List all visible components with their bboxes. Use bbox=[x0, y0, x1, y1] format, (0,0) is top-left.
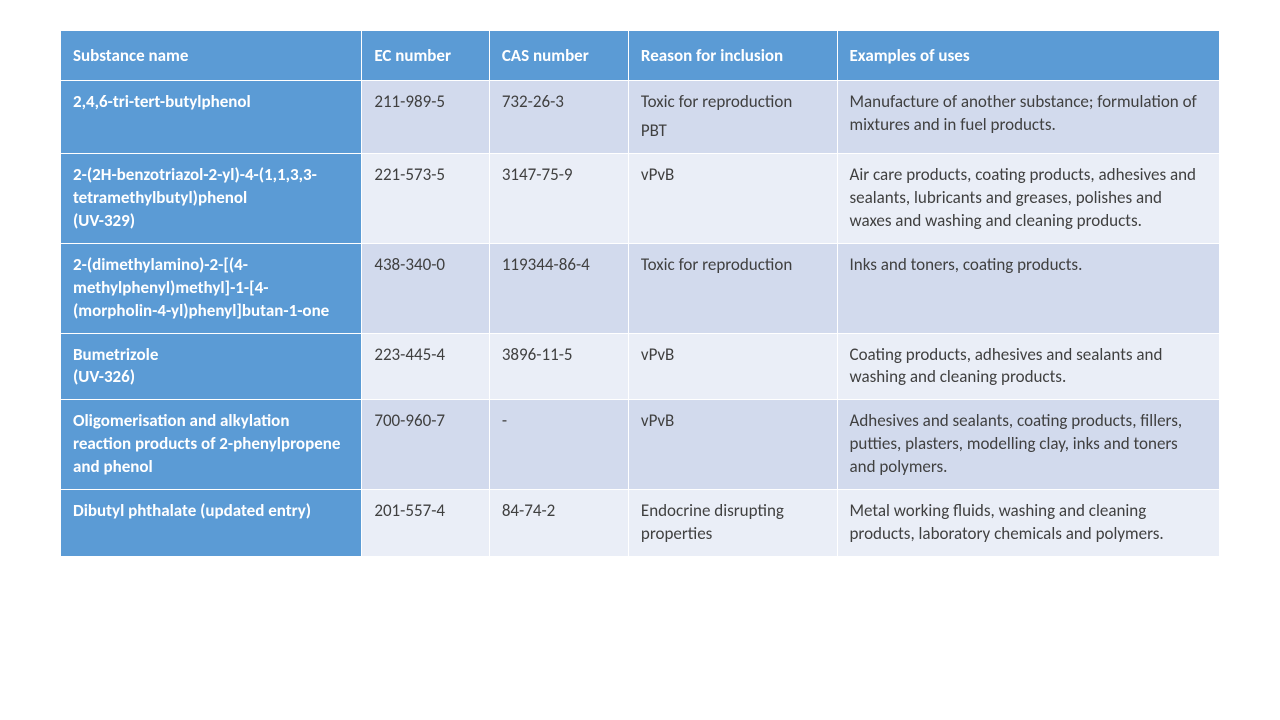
table-row: Dibutyl phthalate (updated entry)201-557… bbox=[61, 490, 1220, 557]
cell-reason: vPvB bbox=[628, 153, 837, 243]
cell-cas-number: 732-26-3 bbox=[489, 81, 628, 154]
cell-uses: Inks and toners, coating products. bbox=[837, 243, 1220, 333]
header-ec: EC number bbox=[362, 31, 489, 81]
table-row: 2-(2H-benzotriazol-2-yl)-4-(1,1,3,3-tetr… bbox=[61, 153, 1220, 243]
cell-ec-number: 211-989-5 bbox=[362, 81, 489, 154]
cell-ec-number: 221-573-5 bbox=[362, 153, 489, 243]
cell-substance-name: 2-(2H-benzotriazol-2-yl)-4-(1,1,3,3-tetr… bbox=[61, 153, 362, 243]
header-name: Substance name bbox=[61, 31, 362, 81]
header-uses: Examples of uses bbox=[837, 31, 1220, 81]
cell-substance-name: 2,4,6-tri-tert-butylphenol bbox=[61, 81, 362, 154]
substances-table: Substance name EC number CAS number Reas… bbox=[60, 30, 1220, 557]
cell-reason: Toxic for reproduction bbox=[628, 243, 837, 333]
cell-cas-number: 84-74-2 bbox=[489, 490, 628, 557]
table-row: 2,4,6-tri-tert-butylphenol211-989-5732-2… bbox=[61, 81, 1220, 154]
table-row: Bumetrizole(UV-326)223-445-43896-11-5vPv… bbox=[61, 333, 1220, 400]
cell-cas-number: 3896-11-5 bbox=[489, 333, 628, 400]
cell-ec-number: 201-557-4 bbox=[362, 490, 489, 557]
cell-reason: Toxic for reproductionPBT bbox=[628, 81, 837, 154]
table-row: 2-(dimethylamino)-2-[(4-methylphenyl)met… bbox=[61, 243, 1220, 333]
cell-reason: Endocrine disrupting properties bbox=[628, 490, 837, 557]
cell-uses: Metal working fluids, washing and cleani… bbox=[837, 490, 1220, 557]
cell-reason: vPvB bbox=[628, 333, 837, 400]
cell-ec-number: 700-960-7 bbox=[362, 400, 489, 490]
header-reason: Reason for inclusion bbox=[628, 31, 837, 81]
header-cas: CAS number bbox=[489, 31, 628, 81]
cell-uses: Adhesives and sealants, coating products… bbox=[837, 400, 1220, 490]
cell-substance-name: Bumetrizole(UV-326) bbox=[61, 333, 362, 400]
table-header-row: Substance name EC number CAS number Reas… bbox=[61, 31, 1220, 81]
cell-cas-number: 119344-86-4 bbox=[489, 243, 628, 333]
cell-ec-number: 223-445-4 bbox=[362, 333, 489, 400]
cell-substance-name: Dibutyl phthalate (updated entry) bbox=[61, 490, 362, 557]
cell-substance-name: Oligomerisation and alkylation reaction … bbox=[61, 400, 362, 490]
cell-ec-number: 438-340-0 bbox=[362, 243, 489, 333]
cell-reason: vPvB bbox=[628, 400, 837, 490]
cell-uses: Air care products, coating products, adh… bbox=[837, 153, 1220, 243]
cell-substance-name: 2-(dimethylamino)-2-[(4-methylphenyl)met… bbox=[61, 243, 362, 333]
cell-uses: Coating products, adhesives and sealants… bbox=[837, 333, 1220, 400]
cell-uses: Manufacture of another substance; formul… bbox=[837, 81, 1220, 154]
cell-cas-number: 3147-75-9 bbox=[489, 153, 628, 243]
table-row: Oligomerisation and alkylation reaction … bbox=[61, 400, 1220, 490]
table-body: 2,4,6-tri-tert-butylphenol211-989-5732-2… bbox=[61, 81, 1220, 557]
cell-cas-number: - bbox=[489, 400, 628, 490]
